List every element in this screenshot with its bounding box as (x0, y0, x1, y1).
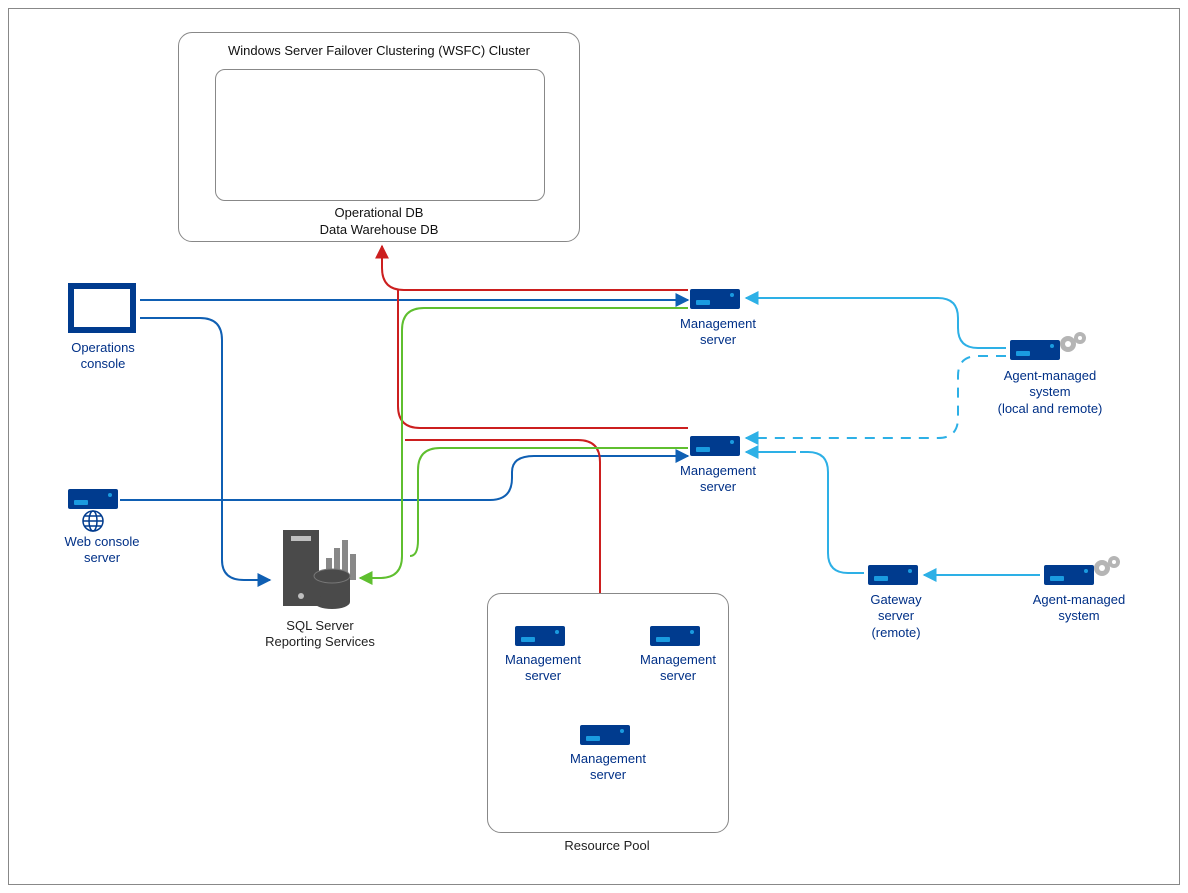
mgmt-server-1-icon (690, 289, 740, 309)
mgmt-server-1-label: Management server (668, 316, 768, 349)
web-console-server-icon (68, 489, 118, 509)
wsfc-title: Windows Server Failover Clustering (WSFC… (179, 43, 579, 58)
diagram-canvas: Windows Server Failover Clustering (WSFC… (0, 0, 1188, 893)
web-console-label: Web console server (52, 534, 152, 567)
rp-server-2-icon (650, 626, 700, 646)
wsfc-cluster-box: Windows Server Failover Clustering (WSFC… (178, 32, 580, 242)
ops-console-icon (68, 283, 136, 333)
mgmt-server-2-icon (690, 436, 740, 456)
agent-remote-label: Agent-managed system (1014, 592, 1144, 625)
agent-local-remote-icon (1010, 340, 1060, 360)
resource-pool-label: Resource Pool (487, 838, 727, 854)
sql-server-label: SQL Server Reporting Services (245, 618, 395, 651)
rp-server-3-label: Management server (558, 751, 658, 784)
rp-server-3-icon (580, 725, 630, 745)
gateway-server-label: Gateway server (remote) (846, 592, 946, 641)
rp-server-1-label: Management server (493, 652, 593, 685)
rp-server-1-icon (515, 626, 565, 646)
gateway-server-icon (868, 565, 918, 585)
agent-local-remote-label: Agent-managed system (local and remote) (980, 368, 1120, 417)
wsfc-caption-1: Operational DB (179, 205, 579, 222)
ops-console-label: Operations console (60, 340, 146, 373)
wsfc-inner-box (215, 69, 545, 201)
mgmt-server-2-label: Management server (668, 463, 768, 496)
wsfc-caption-2: Data Warehouse DB (179, 222, 579, 239)
wsfc-captions: Operational DB Data Warehouse DB (179, 205, 579, 239)
rp-server-2-label: Management server (628, 652, 728, 685)
agent-remote-icon (1044, 565, 1094, 585)
